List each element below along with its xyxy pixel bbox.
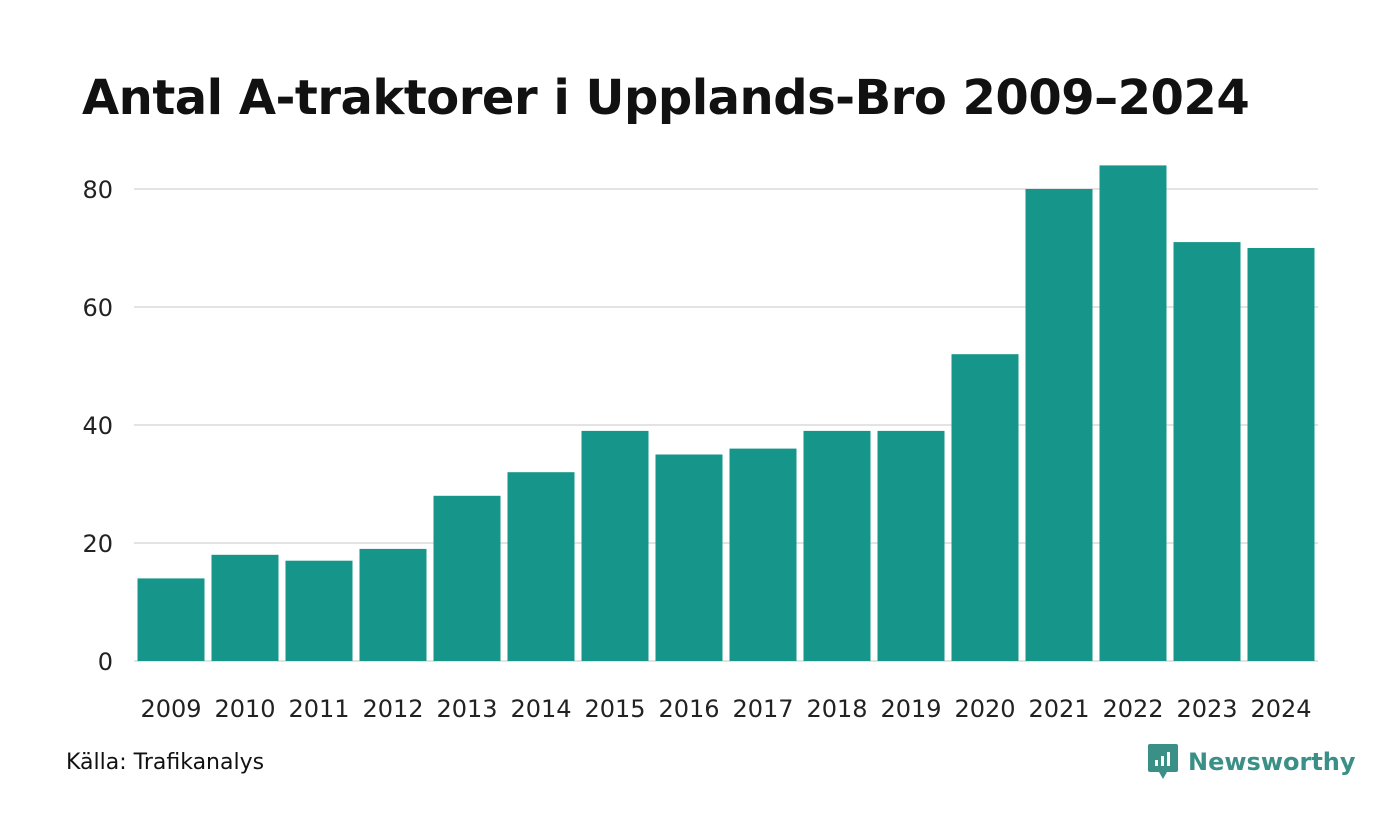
- y-axis-tick-labels: 0 20 40 60 80: [82, 176, 113, 676]
- bar-2016: [655, 454, 723, 661]
- bar-2013: [433, 495, 501, 661]
- bar-2011: [285, 560, 353, 661]
- bar-2024: [1247, 248, 1315, 661]
- y-tick-label: 20: [82, 530, 113, 558]
- brand-name: Newsworthy: [1188, 748, 1356, 776]
- x-tick-label: 2023: [1176, 695, 1237, 723]
- x-tick-label: 2017: [732, 695, 793, 723]
- x-tick-label: 2011: [288, 695, 349, 723]
- y-tick-label: 80: [82, 176, 113, 204]
- y-tick-label: 0: [98, 648, 113, 676]
- brand: Newsworthy: [1148, 744, 1356, 780]
- x-tick-label: 2013: [436, 695, 497, 723]
- chart-title: Antal A-traktorer i Upplands-Bro 2009–20…: [82, 70, 1250, 126]
- bar-2021: [1025, 189, 1093, 661]
- x-tick-label: 2018: [806, 695, 867, 723]
- x-tick-label: 2019: [880, 695, 941, 723]
- bar-2012: [359, 548, 427, 661]
- bar-2010: [211, 554, 279, 661]
- bar-2015: [581, 430, 649, 661]
- bar-2022: [1099, 165, 1167, 661]
- bars: [137, 165, 1315, 661]
- x-tick-label: 2015: [584, 695, 645, 723]
- x-tick-label: 2012: [362, 695, 423, 723]
- x-tick-label: 2022: [1102, 695, 1163, 723]
- x-tick-label: 2009: [140, 695, 201, 723]
- bar-2014: [507, 472, 575, 661]
- x-tick-label: 2010: [214, 695, 275, 723]
- x-tick-label: 2024: [1250, 695, 1311, 723]
- y-tick-label: 40: [82, 412, 113, 440]
- source-note: Källa: Trafikanalys: [66, 750, 265, 775]
- bar-2020: [951, 354, 1019, 661]
- bar-2018: [803, 430, 871, 661]
- x-axis-tick-labels: 2009 2010 2011 2012 2013 2014 2015 2016 2017 2018…: [140, 695, 1311, 723]
- x-tick-label: 2014: [510, 695, 571, 723]
- bar-2023: [1173, 242, 1241, 661]
- x-tick-label: 2020: [954, 695, 1015, 723]
- x-tick-label: 2021: [1028, 695, 1089, 723]
- bar-2009: [137, 578, 205, 661]
- y-tick-label: 60: [82, 294, 113, 322]
- bar-2017: [729, 448, 797, 661]
- x-tick-label: 2016: [658, 695, 719, 723]
- newsworthy-logo-icon: [1148, 744, 1178, 779]
- bar-2019: [877, 430, 945, 661]
